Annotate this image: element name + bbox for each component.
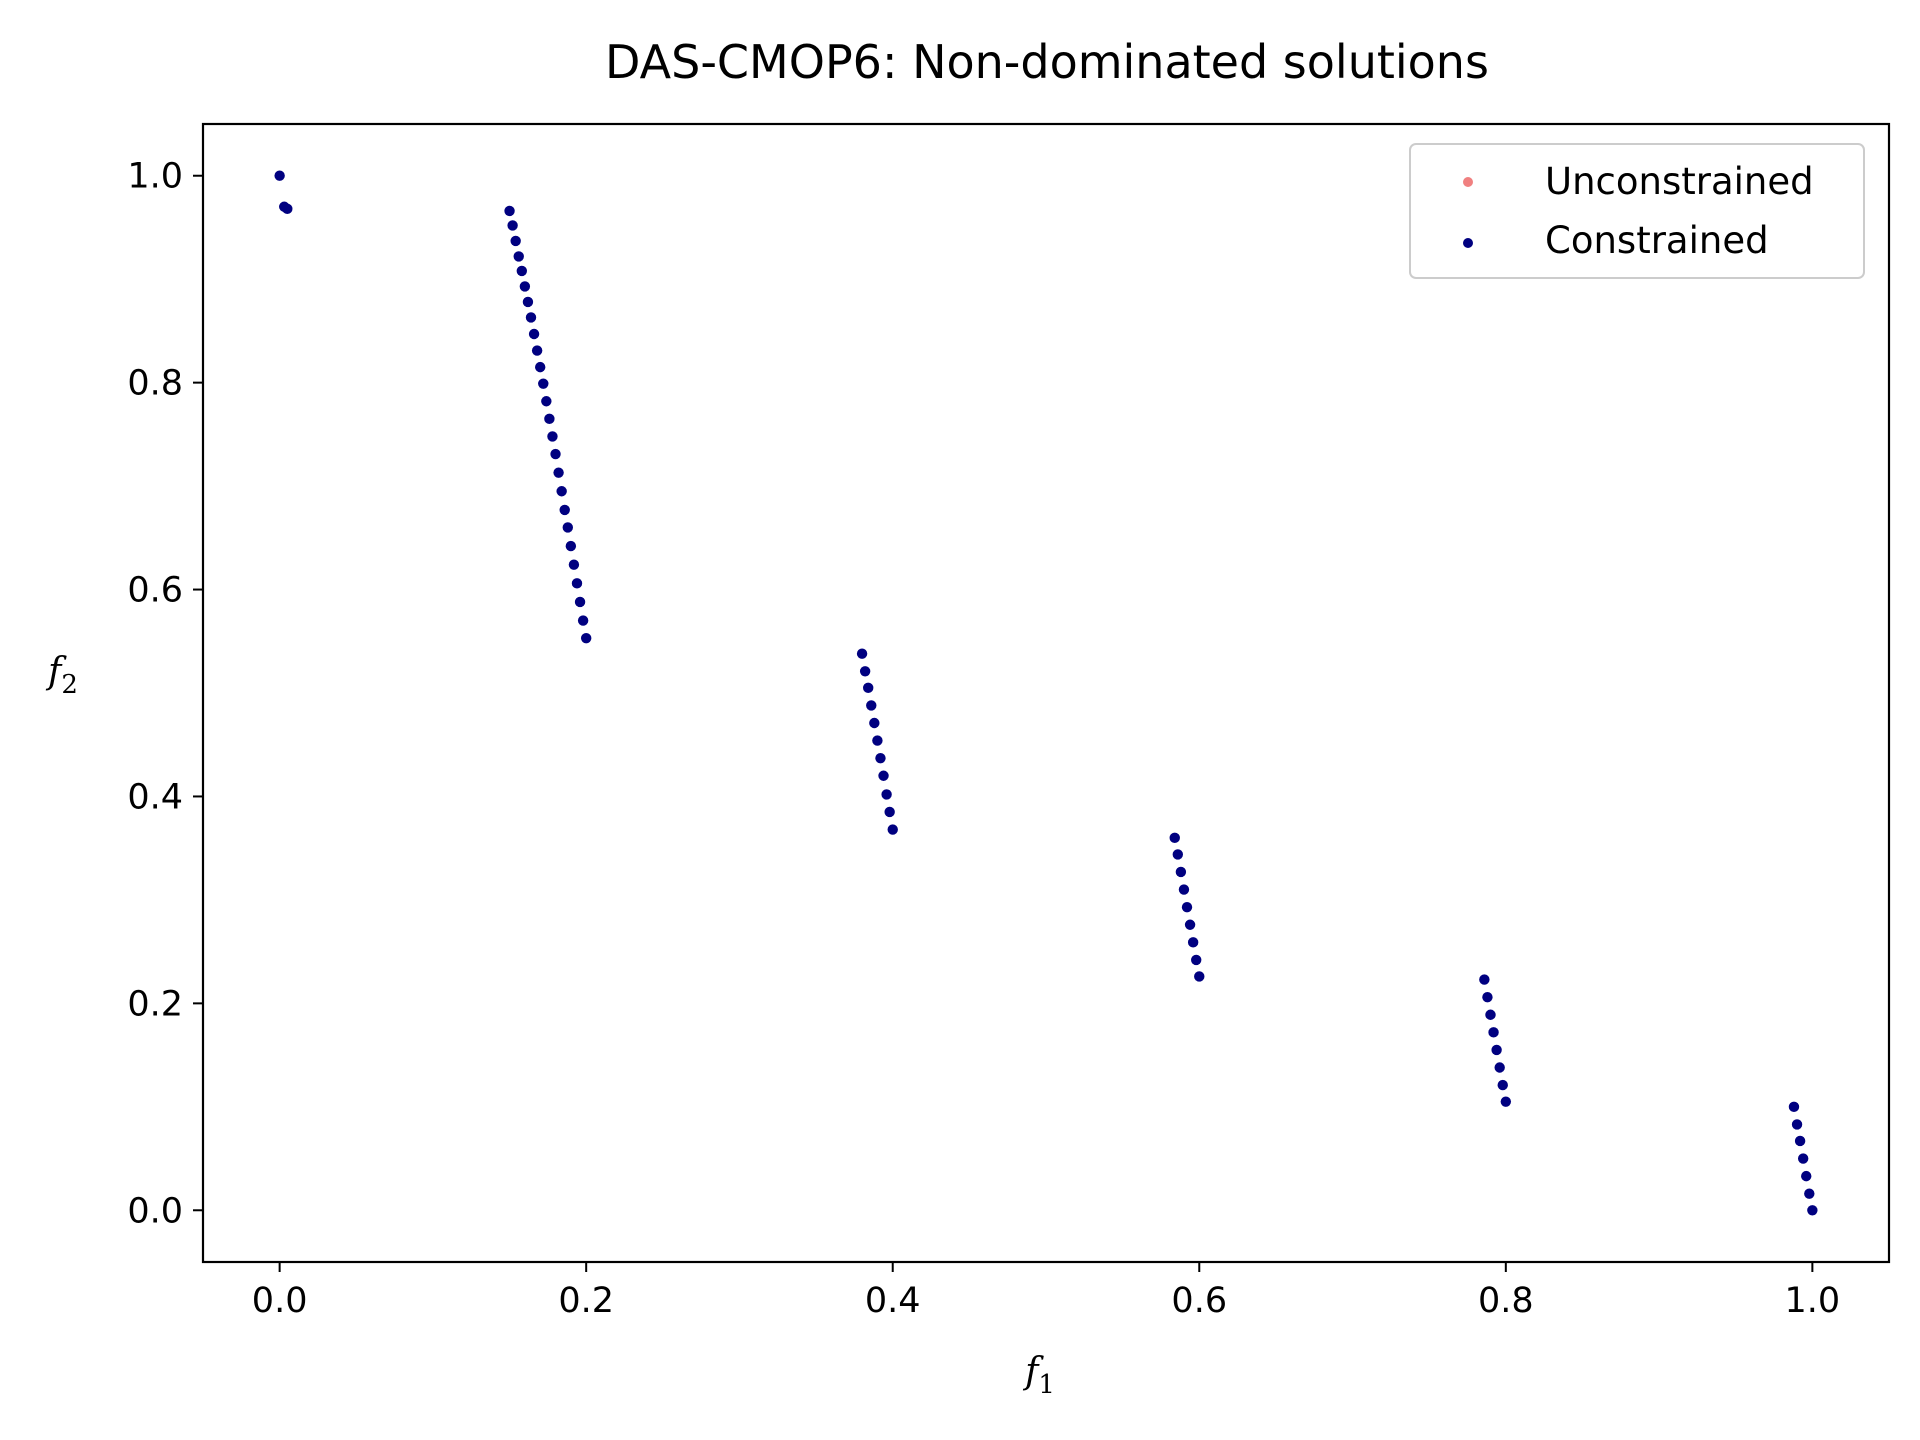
constrained-point-35 — [875, 752, 886, 764]
y-tick-label-5: 1.0 — [127, 157, 183, 197]
constrained-point-43 — [1178, 884, 1190, 895]
x-tick-label-4: 0.8 — [1478, 1281, 1534, 1321]
legend: Unconstrained Constrained — [1409, 143, 1865, 279]
constrained-point-29 — [856, 648, 868, 659]
constrained-point-3 — [504, 205, 515, 217]
constrained-point-46 — [1187, 937, 1199, 948]
constrained-point-30 — [859, 666, 871, 677]
constrained-point-23 — [565, 540, 577, 552]
legend-label-constrained: Constrained — [1545, 219, 1769, 262]
constrained-point-44 — [1181, 901, 1193, 913]
y-axis-ticks: 0.0 0.2 0.4 0.6 0.8 1.0 — [127, 157, 203, 1231]
x-tick-label-3: 0.6 — [1171, 1281, 1227, 1321]
constrained-point-34 — [872, 735, 883, 746]
x-axis-ticks: 0.0 0.2 0.4 0.6 0.8 1.0 — [252, 1262, 1840, 1321]
y-tick-label-3: 0.6 — [127, 571, 183, 611]
constrained-point-21 — [559, 504, 570, 516]
constrained-point-59 — [1794, 1135, 1806, 1147]
constrained-point-2 — [282, 203, 293, 215]
axes-frame — [201, 122, 1891, 1264]
constrained-point-12 — [531, 345, 543, 356]
constrained-point-60 — [1797, 1153, 1809, 1164]
constrained-point-61 — [1801, 1170, 1812, 1182]
constrained-point-7 — [516, 265, 528, 277]
legend-box — [1409, 143, 1865, 279]
legend-marker-constrained — [1463, 238, 1473, 248]
constrained-point-39 — [887, 824, 898, 835]
points-layer — [274, 170, 1818, 1216]
x-tick-label-1: 0.2 — [558, 1281, 614, 1321]
constrained-point-49 — [1479, 974, 1490, 985]
y-axis-label-sub: 2 — [61, 670, 78, 700]
y-tick-label-0: 0.0 — [127, 1191, 183, 1231]
constrained-point-55 — [1497, 1079, 1508, 1091]
constrained-point-62 — [1804, 1188, 1815, 1199]
constrained-point-56 — [1500, 1096, 1512, 1107]
constrained-point-53 — [1491, 1044, 1502, 1056]
legend-label-unconstrained: Unconstrained — [1545, 160, 1814, 203]
constrained-point-32 — [866, 700, 877, 711]
y-tick-label-2: 0.4 — [127, 777, 183, 817]
x-tick-label-5: 1.0 — [1785, 1281, 1841, 1321]
constrained-point-38 — [884, 806, 895, 818]
constrained-point-28 — [580, 632, 592, 644]
constrained-point-5 — [510, 235, 521, 247]
constrained-point-4 — [507, 220, 518, 231]
x-tick-label-0: 0.0 — [252, 1281, 308, 1321]
constrained-point-17 — [547, 431, 558, 442]
y-tick-label-1: 0.2 — [127, 984, 183, 1024]
constrained-point-26 — [574, 596, 586, 608]
chart-title: DAS-CMOP6: Non-dominated solutions — [605, 35, 1489, 89]
constrained-point-41 — [1172, 849, 1184, 860]
constrained-point-63 — [1807, 1205, 1818, 1216]
constrained-point-36 — [878, 770, 889, 781]
constrained-point-24 — [568, 559, 580, 570]
constrained-point-13 — [535, 361, 546, 373]
constrained-point-10 — [525, 312, 537, 323]
constrained-point-47 — [1191, 954, 1202, 966]
constrained-point-20 — [556, 486, 567, 497]
constrained-point-57 — [1788, 1101, 1800, 1113]
legend-marker-unconstrained — [1463, 177, 1473, 187]
constrained-point-0 — [274, 170, 285, 181]
constrained-point-37 — [881, 789, 892, 800]
constrained-point-6 — [513, 251, 524, 262]
constrained-point-22 — [562, 522, 573, 533]
constrained-point-19 — [553, 467, 564, 478]
x-tick-label-2: 0.4 — [865, 1281, 921, 1321]
constrained-point-58 — [1791, 1119, 1803, 1130]
constrained-point-42 — [1175, 866, 1187, 878]
constrained-point-25 — [571, 578, 583, 589]
constrained-point-40 — [1169, 832, 1180, 844]
constrained-point-31 — [863, 682, 874, 694]
constrained-point-52 — [1488, 1027, 1499, 1038]
constrained-point-51 — [1485, 1009, 1496, 1020]
constrained-point-33 — [869, 717, 880, 729]
constrained-point-15 — [541, 396, 552, 407]
constrained-point-16 — [544, 413, 555, 425]
constrained-point-54 — [1494, 1062, 1505, 1073]
constrained-point-18 — [550, 448, 561, 460]
y-tick-label-4: 0.8 — [127, 364, 183, 404]
constrained-point-11 — [528, 328, 540, 340]
constrained-point-27 — [577, 615, 589, 626]
constrained-point-14 — [538, 378, 549, 389]
constrained-point-50 — [1482, 991, 1493, 1003]
x-axis-label-sub: 1 — [1038, 1370, 1055, 1400]
constrained-point-9 — [522, 296, 534, 308]
constrained-point-8 — [519, 281, 531, 292]
constrained-point-45 — [1184, 919, 1196, 930]
constrained-point-48 — [1194, 971, 1205, 982]
